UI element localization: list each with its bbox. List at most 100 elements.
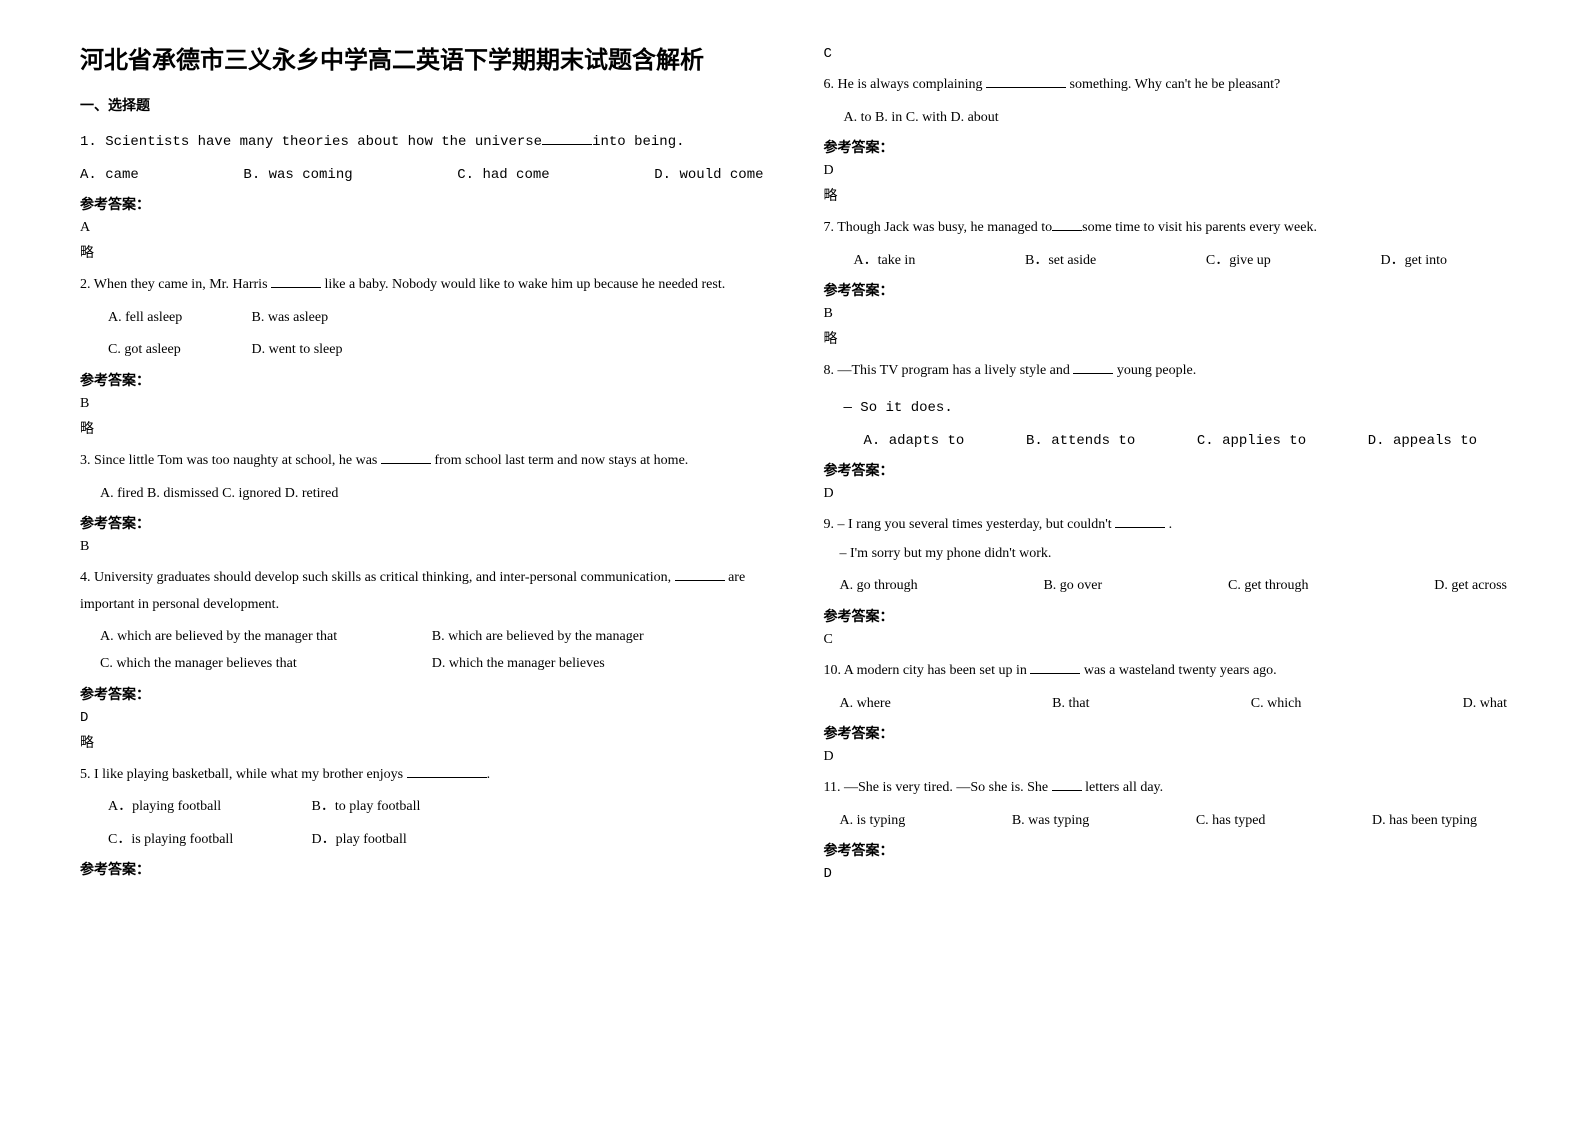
q2-answer: B [80,396,764,412]
q7-answer: B [824,306,1508,322]
q10-stem-a: 10. A modern city has been set up in [824,663,1031,678]
q4-stem-a: 4. University graduates should develop s… [80,570,675,585]
q2-opt-c: C. got asleep [108,337,248,364]
q9-stem: 9. – I rang you several times yesterday,… [824,512,1508,539]
q7-stem: 7. Though Jack was busy, he managed to so… [824,215,1508,242]
q1-stem: 1. Scientists have many theories about h… [80,129,764,156]
blank [1052,778,1082,792]
q10-opt-c: C. which [1251,691,1302,718]
q11-opt-d: D. has been typing [1372,808,1477,835]
q9-opt-d: D. get across [1434,573,1507,600]
q2-stem-a: 2. When they came in, Mr. Harris [80,277,271,292]
q6-stem-b: something. Why can't he be pleasant? [1066,77,1280,92]
q6-answer: D [824,163,1508,179]
q1-opt-c: C. had come [457,162,549,189]
q5-opt-b: B．to play football [312,799,421,814]
q6-omit: 略 [824,185,1508,205]
blank [1073,361,1113,375]
q9-opt-b: B. go over [1043,573,1102,600]
q10-stem: 10. A modern city has been set up in was… [824,658,1508,685]
q7-stem-a: 7. Though Jack was busy, he managed to [824,220,1053,235]
q5-options-row2: C．is playing football D．play football [108,827,764,854]
blank [381,450,431,464]
blank [271,275,321,289]
q5-stem: 5. I like playing basketball, while what… [80,762,764,789]
blank [1052,218,1082,232]
q10-answer: D [824,749,1508,765]
right-column: C 6. He is always complaining something.… [824,40,1508,888]
q10-opt-d: D. what [1463,691,1507,718]
q11-opt-c: C. has typed [1196,808,1266,835]
answer-label: 参考答案： [824,840,1508,860]
q8-opt-d: D. appeals to [1368,428,1477,455]
q11-opt-b: B. was typing [1012,808,1089,835]
q1-opt-a: A. came [80,162,139,189]
answer-label: 参考答案： [824,280,1508,300]
answer-label: 参考答案： [80,859,764,879]
q7-omit: 略 [824,328,1508,348]
q1-answer: A [80,220,764,236]
q4-options: A. which are believed by the manager tha… [80,624,764,677]
q4-answer: D [80,710,764,726]
q1-options: A. came B. was coming C. had come D. wou… [80,162,764,189]
q6-stem-a: 6. He is always complaining [824,77,987,92]
q1-opt-d: D. would come [654,162,763,189]
q8-answer: D [824,486,1508,502]
q2-stem: 2. When they came in, Mr. Harris like a … [80,272,764,299]
q1-stem-a: 1. Scientists have many theories about h… [80,134,542,150]
q2-options-row2: C. got asleep D. went to sleep [108,337,764,364]
q4-omit: 略 [80,732,764,752]
q6-options: A. to B. in C. with D. about [824,105,1508,132]
q7-stem-b: some time to visit his parents every wee… [1082,220,1317,235]
blank [1030,660,1080,674]
q3-answer: B [80,539,764,555]
q9-opt-c: C. get through [1228,573,1309,600]
q3-options: A. fired B. dismissed C. ignored D. reti… [80,481,764,508]
q7-opt-b: B．set aside [1025,248,1096,275]
q8-opt-a: A. adapts to [864,428,965,455]
q11-stem-a: 11. —She is very tired. —So she is. She [824,780,1052,795]
q7-opt-d: D．get into [1381,248,1448,275]
q1-omit: 略 [80,242,764,262]
q11-opt-a: A. is typing [840,808,906,835]
q9-stem-a: 9. – I rang you several times yesterday,… [824,517,1116,532]
q9-options: A. go through B. go over C. get through … [824,573,1508,600]
answer-label: 参考答案： [80,684,764,704]
q8-options: A. adapts to B. attends to C. applies to… [824,428,1508,455]
q3-stem-a: 3. Since little Tom was too naughty at s… [80,453,381,468]
answer-label: 参考答案： [824,606,1508,626]
answer-label: 参考答案： [824,723,1508,743]
page-title: 河北省承德市三义永乡中学高二英语下学期期末试题含解析 [80,40,764,75]
q8-opt-c: C. applies to [1197,428,1306,455]
blank [986,74,1066,88]
q2-opt-a: A. fell asleep [108,305,248,332]
q8-stem: 8. —This TV program has a lively style a… [824,358,1508,385]
q2-opt-b: B. was asleep [252,310,329,325]
q8-stem-a: 8. —This TV program has a lively style a… [824,363,1074,378]
q4-opt-d: D. which the manager believes [432,651,764,678]
q9-answer: C [824,632,1508,648]
q3-stem-b: from school last term and now stays at h… [431,453,688,468]
q2-stem-b: like a baby. Nobody would like to wake h… [321,277,725,292]
q9-opt-a: A. go through [840,573,918,600]
q5-opt-c: C．is playing football [108,827,308,854]
q11-stem: 11. —She is very tired. —So she is. She … [824,775,1508,802]
blank [1115,515,1165,529]
q5-opt-a: A．playing football [108,794,308,821]
q5-stem-a: 5. I like playing basketball, while what… [80,767,407,782]
q4-opt-b: B. which are believed by the manager [432,624,764,651]
q9-stem-b: . [1165,517,1172,532]
q10-opt-b: B. that [1052,691,1089,718]
q4-stem: 4. University graduates should develop s… [80,565,764,618]
answer-label: 参考答案： [80,513,764,533]
q1-opt-b: B. was coming [243,162,352,189]
q2-opt-d: D. went to sleep [252,342,343,357]
section-heading: 一、选择题 [80,95,764,115]
q3-stem: 3. Since little Tom was too naughty at s… [80,448,764,475]
answer-label: 参考答案： [80,370,764,390]
blank [407,764,487,778]
q8-opt-b: B. attends to [1026,428,1135,455]
answer-label: 参考答案： [824,460,1508,480]
q9-line2: – I'm sorry but my phone didn't work. [824,541,1508,568]
q11-stem-b: letters all day. [1082,780,1164,795]
